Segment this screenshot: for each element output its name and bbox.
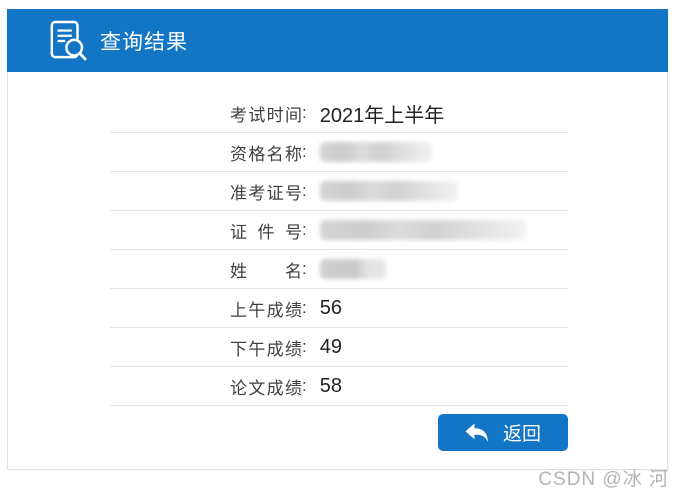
table-row-id-number: 证件号 :: [110, 211, 568, 250]
row-value: 2021年上半年: [319, 104, 445, 127]
page-title: 查询结果: [100, 30, 188, 54]
row-colon: :: [302, 220, 307, 239]
actions-bar: 返回: [110, 414, 568, 451]
row-colon: :: [302, 103, 307, 122]
row-colon: :: [302, 337, 307, 356]
row-value: 56: [319, 296, 342, 319]
table-row-afternoon-score: 下午成绩 : 49: [110, 328, 568, 367]
row-label: 资格名称: [230, 144, 302, 164]
table-row-thesis-score: 论文成绩 : 58: [110, 367, 568, 406]
watermark: CSDN @冰 河: [538, 469, 669, 490]
row-label: 上午成绩: [230, 300, 302, 320]
row-colon: :: [302, 142, 307, 161]
result-panel: 考试时间 : 2021年上半年 资格名称 : 准考证号 : 证件号 : 姓名: [8, 72, 667, 451]
row-label: 论文成绩: [230, 378, 302, 398]
masked-value: [319, 259, 386, 279]
row-label: 证件号: [230, 222, 302, 242]
row-value: 49: [319, 335, 342, 358]
table-row-name: 姓名 :: [110, 250, 568, 289]
row-colon: :: [302, 259, 307, 278]
row-label: 考试时间: [230, 105, 302, 125]
row-label: 姓名: [230, 261, 302, 281]
row-label: 下午成绩: [230, 339, 302, 359]
back-button-label: 返回: [502, 424, 541, 445]
masked-value: [319, 181, 458, 201]
masked-value: [319, 220, 526, 240]
back-button[interactable]: 返回: [438, 414, 568, 451]
search-document-icon: [49, 19, 87, 63]
row-colon: :: [302, 376, 307, 395]
table-row-admission-ticket-number: 准考证号 :: [110, 172, 568, 211]
table-row-exam-time: 考试时间 : 2021年上半年: [110, 94, 568, 133]
row-colon: :: [302, 298, 307, 317]
result-card: 查询结果 考试时间 : 2021年上半年 资格名称 : 准考证号 : 证件号 :: [7, 9, 668, 470]
result-table: 考试时间 : 2021年上半年 资格名称 : 准考证号 : 证件号 : 姓名: [110, 94, 568, 406]
row-value: 58: [319, 374, 342, 397]
reply-arrow-icon: [465, 423, 489, 443]
table-row-qualification-name: 资格名称 :: [110, 133, 568, 172]
row-colon: :: [302, 181, 307, 200]
masked-value: [319, 142, 432, 162]
row-label: 准考证号: [230, 183, 302, 203]
table-row-morning-score: 上午成绩 : 56: [110, 289, 568, 328]
card-header: 查询结果: [7, 9, 668, 72]
